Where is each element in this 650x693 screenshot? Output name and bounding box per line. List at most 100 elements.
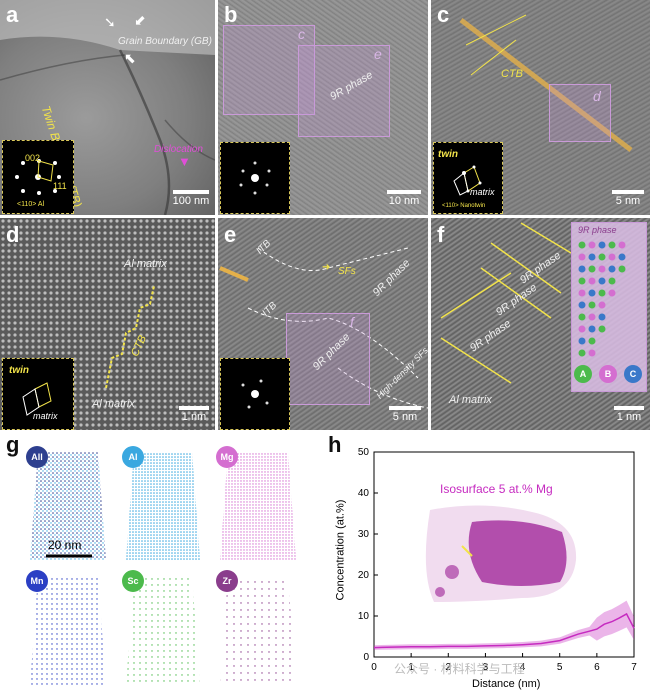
fft-inset <box>220 142 290 214</box>
y-tick-label: 40 <box>358 488 370 499</box>
panel-e: e ITB SFs ➜ 9R phase ITB f 9R phase High… <box>218 218 428 430</box>
arrow-icon: ▼ <box>178 154 191 169</box>
x-tick-label: 5 <box>557 662 563 673</box>
apt-al <box>126 452 200 560</box>
panel-d: d Al matrix CTB Al matrix twin matrix 1 … <box>0 218 215 430</box>
fft-pattern <box>453 165 482 196</box>
atomic-model: 9R phase A B C <box>571 222 647 392</box>
scale-bar-label: 20 nm <box>48 538 82 552</box>
box-e <box>298 45 390 137</box>
panel-e-label: e <box>224 222 237 247</box>
fft-pattern <box>241 379 269 409</box>
sc-badge: Sc <box>122 570 144 592</box>
panel-b-label: b <box>224 2 238 27</box>
arrow-icon: ⬋ <box>134 12 146 28</box>
apt-sc <box>126 576 200 686</box>
apt-reconstructions <box>30 452 296 686</box>
x-tick-label: 1 <box>408 662 414 673</box>
scale-bar-label: 5 nm <box>392 411 418 423</box>
scale-bar-label: 1 nm <box>616 411 642 423</box>
atomic-model-lattice <box>578 241 626 357</box>
plot-frame <box>373 451 635 658</box>
fft-inset <box>220 358 290 430</box>
grain-boundary-label: Grain Boundary (GB) <box>118 36 212 47</box>
isosurface-label: Isosurface 5 at.% Mg <box>440 482 553 496</box>
panel-d-label: d <box>6 222 20 247</box>
box-f-label: f <box>350 314 354 330</box>
twin-label: twin <box>438 149 458 160</box>
boundary-lines <box>219 247 428 409</box>
scale-bar: 100 nm <box>170 190 212 207</box>
panel-c-label: c <box>437 2 450 27</box>
twin-label: twin <box>9 365 29 376</box>
ctb-line <box>459 14 633 152</box>
x-tick-label: 3 <box>483 662 489 673</box>
apt-zr <box>220 576 296 686</box>
scale-bar: 1 nm <box>611 406 647 423</box>
panel-c: c CTB d twin matrix <110> Nanotwin 5 nm <box>431 0 650 215</box>
apt-mg <box>220 452 296 560</box>
zone-axis-label: <110> Al <box>17 201 45 208</box>
box-d <box>549 84 611 142</box>
atomic-model-title: 9R phase <box>578 225 617 235</box>
sfs-label: SFs <box>338 266 356 277</box>
box-f <box>286 313 370 405</box>
al-badge: Al <box>122 446 144 468</box>
x-tick-label: 2 <box>446 662 452 673</box>
panel-h-label: h <box>328 432 342 457</box>
panel-f: f 9R phase 9R phase 9R phase Al matrix 9… <box>431 218 650 430</box>
x-tick-label: 0 <box>371 662 377 673</box>
al-matrix-top-label: Al matrix <box>124 258 167 270</box>
zr-badge: Zr <box>216 570 238 592</box>
box-c <box>223 25 315 115</box>
panel-h: h 0 1 2 3 4 5 6 7 0 10 20 30 40 50 Isosurface 5 at.% … <box>322 432 650 693</box>
mn-badge: Mn <box>26 570 48 592</box>
y-tick-label: 10 <box>358 611 370 622</box>
fft-inset: twin matrix <box>2 358 74 430</box>
y-tick-label: 30 <box>358 529 370 540</box>
fft-pattern <box>22 382 52 416</box>
x-tick-label: 7 <box>631 662 637 673</box>
scale-bar-label: 1 nm <box>181 411 207 423</box>
diffraction-pattern <box>15 159 61 195</box>
fft-pattern <box>239 161 271 195</box>
panel-a-texture <box>0 0 215 215</box>
apt-all <box>30 452 106 560</box>
y-tick-label: 50 <box>358 447 370 458</box>
scale-bar: 1 nm <box>176 406 212 423</box>
scale-bar-label: 100 nm <box>172 195 210 207</box>
diff-111-label: 111 <box>53 181 67 191</box>
scale-bar: 10 nm <box>384 190 424 207</box>
atom-c-legend: C <box>624 365 642 383</box>
dislocation-label: Dislocation <box>154 144 203 155</box>
panel-b: b c e 9R phase 10 nm <box>218 0 428 215</box>
isosurface-render <box>425 505 577 602</box>
al-matrix-label: Al matrix <box>449 394 492 406</box>
panel-f-label: f <box>437 222 445 247</box>
scale-bar-label: 5 nm <box>615 195 641 207</box>
y-axis-label: Concentration (at.%) <box>334 499 347 601</box>
atom-b-legend: B <box>599 365 617 383</box>
scale-bar-label: 10 nm <box>388 195 420 207</box>
x-tick-label: 6 <box>594 662 600 673</box>
concentration-line <box>373 612 635 649</box>
matrix-label: matrix <box>470 187 495 197</box>
arrow-icon: ➜ <box>322 262 331 273</box>
fft-inset: twin matrix <110> Nanotwin <box>433 142 503 214</box>
atom-a-legend: A <box>574 365 592 383</box>
matrix-label: matrix <box>33 411 58 421</box>
apt-mn <box>30 576 106 686</box>
watermark: 公众号 · 材料科学与工程 <box>394 662 525 676</box>
box-c-label: c <box>298 26 305 42</box>
box-d-label: d <box>593 88 601 104</box>
concentration-chart: 0 1 2 3 4 5 6 7 0 10 20 30 40 50 <box>358 447 637 673</box>
mg-badge: Mg <box>216 446 238 468</box>
all-badge: All <box>26 446 48 468</box>
al-matrix-bottom-label: Al matrix <box>92 398 135 410</box>
arrow-icon: ➘ <box>104 14 116 30</box>
ctb-label: CTB <box>501 68 523 80</box>
box-e-label: e <box>374 46 382 62</box>
scale-bar: 5 nm <box>386 406 424 423</box>
x-axis-label: Distance (nm) <box>472 678 541 690</box>
panel-a: a Grain Boundary (GB) ➘ ⬋ ⬉ Twin Boundar… <box>0 0 215 215</box>
